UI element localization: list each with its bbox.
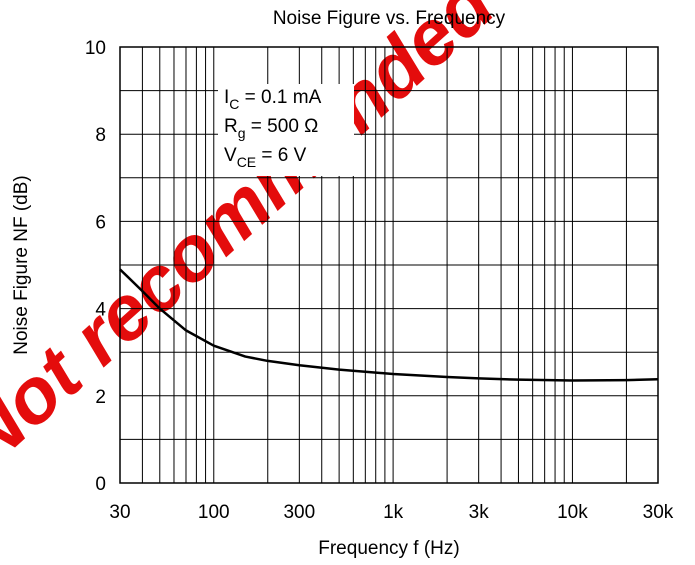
annotation-main: I [224,87,229,108]
annotation-box [218,84,354,176]
x-axis-label: Frequency f (Hz) [318,538,459,559]
x-tick-label: 3k [469,502,490,523]
series-line [119,268,659,382]
x-tick-label: 30 [109,502,130,523]
annotation-line: IC = 0.1 mA [224,87,322,112]
annotation-sub: g [238,125,246,141]
chart-title: Noise Figure vs. Frequency [273,8,506,29]
watermark-layer: Not recommended for new design [0,0,695,484]
annotation-sub: C [229,96,239,112]
y-tick-label: 0 [95,474,106,495]
annotation-rest: = 500 Ω [246,116,319,137]
annotation-main: V [224,145,237,166]
x-tick-label: 10k [557,502,588,523]
annotation-rest: = 0.1 mA [239,87,321,108]
y-tick-label: 4 [95,300,106,321]
plot-frame [119,46,659,484]
y-tick-label: 6 [95,212,106,233]
x-tick-label: 1k [383,502,404,523]
x-tick-label: 100 [198,502,230,523]
y-axis-label: Noise Figure NF (dB) [11,175,32,355]
annotation-main: R [224,116,238,137]
y-tick-label: 2 [95,387,106,408]
y-tick-label: 8 [95,125,106,146]
annotation-line: VCE = 6 V [224,145,307,170]
x-tick-label: 30k [643,502,674,523]
annotation-rest: = 6 V [256,145,306,166]
annotation-sub: CE [237,154,256,170]
x-tick-label: 300 [283,502,315,523]
y-tick-label: 10 [85,38,106,59]
annotation-line: Rg = 500 Ω [224,116,318,141]
watermark: Not recommended for new design [0,0,695,484]
